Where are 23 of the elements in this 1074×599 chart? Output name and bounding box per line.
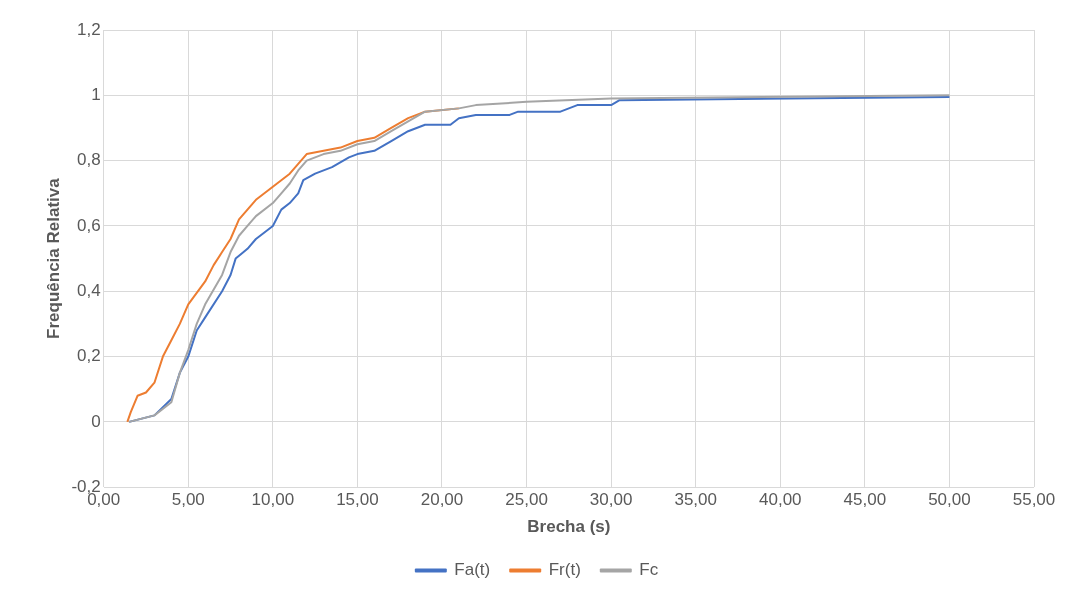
x-tick-label: 5,00 xyxy=(171,490,205,510)
legend-label: Fr(t) xyxy=(548,560,581,580)
y-tick-label: 0,4 xyxy=(77,280,101,300)
x-tick-label: 30,00 xyxy=(589,490,633,510)
x-tick-label: 50,00 xyxy=(928,490,971,510)
legend-label: Fc xyxy=(639,560,659,580)
x-tick-label: 20,00 xyxy=(420,490,464,510)
y-tick-label: 0,2 xyxy=(77,346,101,366)
y-tick-label: 0,8 xyxy=(77,150,101,170)
x-tick-label: 45,00 xyxy=(843,490,887,510)
x-tick-label: 55,00 xyxy=(1012,490,1056,510)
y-tick-label: 0 xyxy=(91,411,101,431)
y-tick-label: 1 xyxy=(91,85,101,104)
x-tick-label: 15,00 xyxy=(336,490,379,510)
x-tick-label: 10,00 xyxy=(251,490,295,510)
y-tick-label: 1,2 xyxy=(77,19,101,39)
legend-label: Fa(t) xyxy=(454,560,491,580)
y-axis-title: Frequência Relativa xyxy=(43,177,63,339)
x-tick-label: 35,00 xyxy=(674,490,717,510)
x-axis-title: Brecha (s) xyxy=(527,517,611,537)
x-tick-label: 25,00 xyxy=(505,490,548,510)
x-tick-label: 40,00 xyxy=(759,490,802,510)
y-tick-label: 0,6 xyxy=(77,215,101,235)
